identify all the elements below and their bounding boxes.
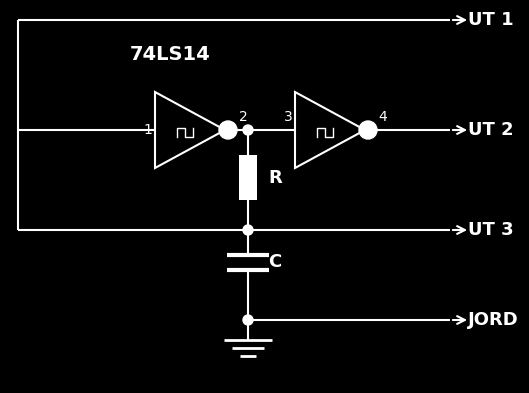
Circle shape <box>243 315 253 325</box>
Text: 74LS14: 74LS14 <box>130 46 211 64</box>
Text: UT 2: UT 2 <box>468 121 514 139</box>
Text: JORD: JORD <box>468 311 519 329</box>
Text: 4: 4 <box>379 110 387 124</box>
Text: C: C <box>268 253 281 271</box>
Bar <box>239 155 257 200</box>
Circle shape <box>243 225 253 235</box>
Text: 3: 3 <box>284 110 293 124</box>
Circle shape <box>219 121 237 139</box>
Text: UT 1: UT 1 <box>468 11 514 29</box>
Text: UT 3: UT 3 <box>468 221 514 239</box>
Circle shape <box>243 125 253 135</box>
Circle shape <box>359 121 377 139</box>
Text: 1: 1 <box>143 123 152 137</box>
Text: 2: 2 <box>239 110 248 124</box>
Text: R: R <box>268 169 282 187</box>
